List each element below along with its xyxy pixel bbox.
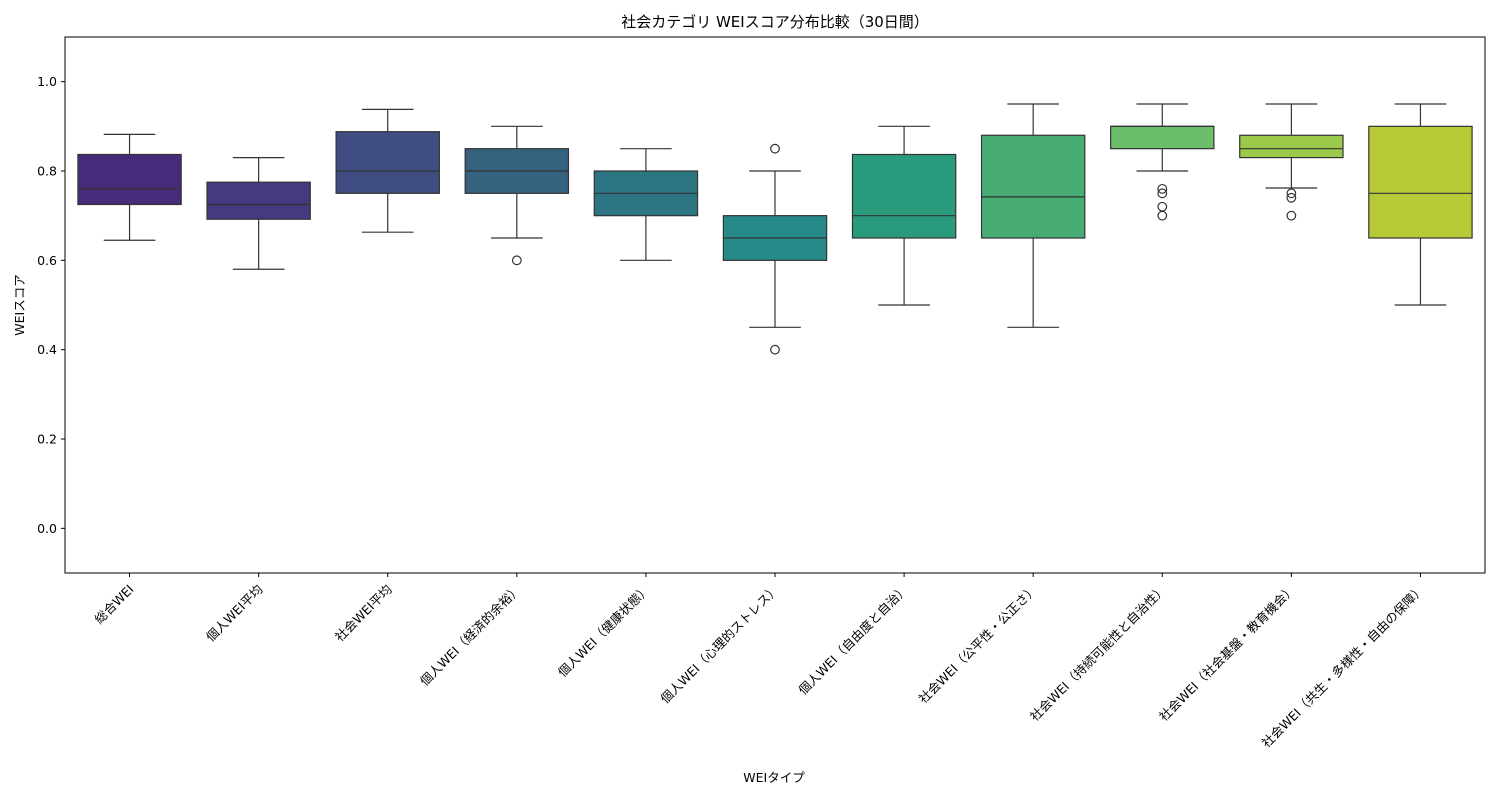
outlier-point: [1286, 192, 1297, 203]
y-tick-label: 0.8: [37, 164, 57, 179]
box-iqr: [1368, 125, 1473, 239]
x-tick-label: 社会WEI（共生・多様性・自由の保障）: [1259, 582, 1428, 751]
outlier-point: [1286, 210, 1297, 221]
y-tick-label: 1.0: [37, 74, 57, 89]
y-tick-label: 0.2: [37, 432, 57, 447]
x-tick-label: 社会WEI（公平性・公正さ）: [916, 582, 1041, 707]
x-tick-label: 個人WEI（経済的余裕）: [417, 582, 524, 689]
x-tick-label: 社会WEI（持続可能性と自治性）: [1027, 582, 1169, 724]
box-group: [206, 157, 311, 270]
chart-title: 社会カテゴリ WEIスコア分布比較（30日間）: [621, 13, 929, 31]
box-group: [851, 125, 957, 306]
x-tick-label: 総合WEI: [91, 582, 136, 627]
box-group: [77, 133, 182, 241]
outlier-point: [511, 255, 522, 266]
outlier-point: [770, 143, 780, 154]
box-group: [335, 108, 440, 233]
x-axis-label: WEIタイプ: [743, 770, 805, 785]
box-group: [464, 125, 570, 266]
outlier-point: [770, 344, 780, 355]
box-iqr: [980, 134, 1086, 239]
box-iqr: [206, 181, 311, 220]
box-iqr: [335, 131, 440, 194]
y-tick-label: 0.0: [37, 521, 57, 536]
x-axis: 総合WEI 個人WEI平均 社会WEI平均 個人WEI（経済的余裕） 個人WEI（健康状…: [91, 573, 1428, 751]
x-tick-label: 個人WEI平均: [203, 582, 266, 645]
y-axis-label: WEIスコア: [12, 274, 27, 335]
box-iqr: [1239, 134, 1344, 159]
outlier-point: [1286, 188, 1297, 199]
x-tick-label: 個人WEI（健康状態）: [555, 582, 653, 680]
outlier-point: [1157, 188, 1168, 199]
y-axis: 0.0 0.2 0.4 0.6 0.8 1.0: [37, 74, 65, 536]
y-tick-label: 0.4: [37, 342, 57, 357]
box-iqr: [1110, 125, 1215, 150]
box-iqr: [77, 153, 182, 206]
x-tick-label: 社会WEI（社会基盤・教育機会）: [1156, 582, 1298, 724]
box-group: [1110, 103, 1215, 221]
box-group: [1239, 103, 1344, 221]
y-tick-label: 0.6: [37, 253, 57, 268]
box-group: [980, 103, 1086, 328]
box-group: [593, 148, 699, 261]
box-iqr: [851, 153, 957, 239]
box-group: [722, 143, 828, 355]
outlier-point: [1157, 183, 1168, 194]
outlier-point: [1157, 210, 1168, 221]
outlier-point: [1157, 201, 1168, 212]
boxes-layer: [77, 103, 1473, 355]
x-tick-label: 個人WEI（自由度と自治）: [795, 582, 911, 698]
box-group: [1368, 103, 1473, 306]
x-tick-label: 社会WEI平均: [332, 582, 395, 645]
x-tick-label: 個人WEI（心理的ストレス）: [657, 582, 782, 707]
